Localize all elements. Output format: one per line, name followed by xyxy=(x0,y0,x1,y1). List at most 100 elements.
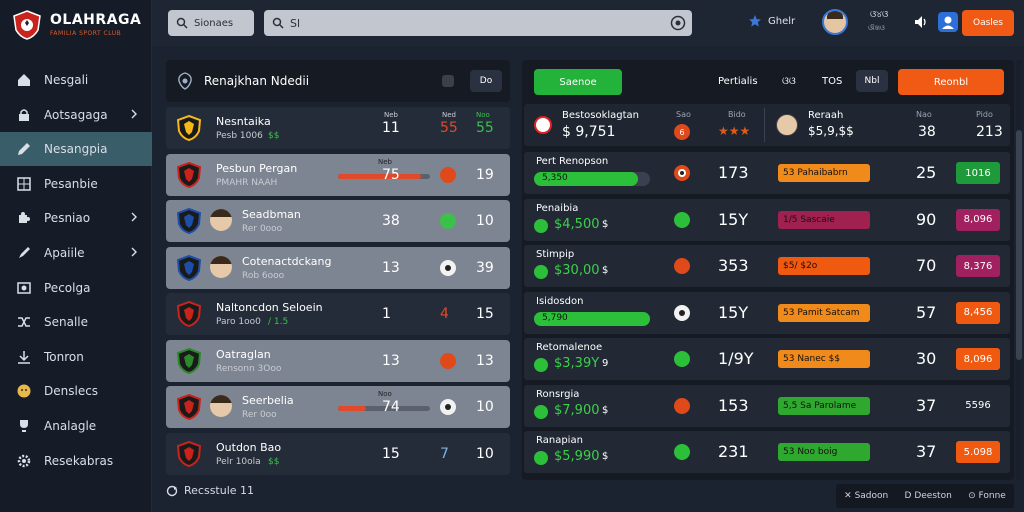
match-title: Penaibia xyxy=(536,202,579,214)
match-progress-bar xyxy=(534,172,650,186)
standings-row[interactable]: Seadbman Rer 0ooo 38 10 xyxy=(166,200,510,242)
bottom-bar: ✕ Sadoon D Deeston ⊙ Fonne xyxy=(836,484,1014,508)
standings-row[interactable]: Seerbelia Rer 0oo Noo 74 10 xyxy=(166,386,510,428)
gear-icon xyxy=(17,454,31,467)
match-tag-label: 53 Pamit Satcam xyxy=(783,307,860,318)
match-odds-label: 5596 xyxy=(965,400,991,411)
star-icon[interactable] xyxy=(748,14,762,28)
user-avatar[interactable] xyxy=(822,9,848,35)
profile-icon[interactable] xyxy=(938,12,958,32)
scrollbar[interactable] xyxy=(1016,60,1022,480)
standings-row[interactable]: Cotenactdckang Rob 6ooo 13 39 xyxy=(166,246,510,289)
standings-row[interactable]: Oatraglan Rensonn 3Ooo 13 13 xyxy=(166,339,510,382)
featured-right-sub: $5,9,$$ xyxy=(808,124,854,138)
match-progress-fill xyxy=(534,172,639,186)
match-odds-badge[interactable]: 8,376 xyxy=(956,255,1000,277)
top-link[interactable]: Ghelr xyxy=(768,16,796,27)
primary-action-button[interactable]: Oasles xyxy=(962,10,1014,36)
team-subtitle: PMAHR NAAH xyxy=(216,177,278,188)
standings-row[interactable]: Outdon Bao Pelr 10ola $$ 15 7 10 xyxy=(166,432,510,475)
match-tag[interactable]: 53 Noo boig xyxy=(778,443,870,461)
bottom-action-a[interactable]: ✕ Sadoon xyxy=(844,491,889,501)
sidebar-item-aotsagaga[interactable]: Aotsagaga xyxy=(0,98,152,132)
standings-row[interactable]: Nesntaika Pesb 1006 $$ Neb Ned Noo 11 55 55 xyxy=(166,107,510,149)
match-row[interactable]: Ronsrgia $7,900 $153 5,5 Sa Parolame 37 5596 xyxy=(524,384,1010,427)
standings-toggle-button[interactable] xyxy=(442,75,454,87)
match-row[interactable]: Retomalenoe $3,39Y 9 1/9Y 53 Nanec $$ 30 8,096 xyxy=(524,338,1010,380)
standings-header: Renajkhan Ndedii Do xyxy=(166,60,510,102)
match-odds-badge[interactable]: 1016 xyxy=(956,162,1000,184)
sidebar-item-pesanbie[interactable]: Pesanbie xyxy=(0,167,152,201)
stat-secondary: 4 xyxy=(440,306,449,322)
brand-tagline: FAMILIA SPORT CLUB xyxy=(50,30,122,37)
sidebar-item-resekabras[interactable]: Resekabras xyxy=(0,444,152,478)
match-outcome-icon xyxy=(674,304,690,321)
match-tag[interactable]: 5,5 Sa Parolame xyxy=(778,396,870,415)
match-title: Ranapian xyxy=(536,435,583,446)
match-row[interactable]: Isidosdon 5,790 15Y 53 Pamit Satcam 57 8,456 xyxy=(524,291,1010,334)
sidebar-item-label: Aotsagaga xyxy=(44,107,108,122)
sidebar-item-analagle[interactable]: Analagle xyxy=(0,409,152,443)
chevron-right-icon[interactable] xyxy=(128,246,140,258)
team-crest-icon xyxy=(176,394,202,420)
sidebar-item-senalle[interactable]: Senalle xyxy=(0,305,152,339)
match-row[interactable]: Stimpip $30,00 $353 $5/ $2o 70 8,376 xyxy=(524,245,1010,287)
match-row[interactable]: Ranapian $5,990 $231 53 Noo boig 37 5.098 xyxy=(524,431,1010,473)
chevron-right-icon[interactable] xyxy=(128,108,140,120)
bottom-action-c[interactable]: ⊙ Fonne xyxy=(968,491,1006,501)
team-name: Cotenactdckang xyxy=(242,254,332,268)
tab-portals[interactable]: Pertialis xyxy=(718,76,758,87)
user-stat-top: ଓ୪ଓ xyxy=(870,10,889,20)
col-label-a: Neb xyxy=(384,111,398,119)
featured-match-row[interactable]: Bestosoklagtan $ 9,751 Sao 6 Bido ★★★ Re… xyxy=(524,104,1010,146)
sidebar-item-apaiile[interactable]: Apaiile xyxy=(0,236,152,270)
status-icon xyxy=(440,399,456,415)
match-tag[interactable]: 53 Pahaibabrn xyxy=(778,164,870,182)
stat-total: 39 xyxy=(476,259,494,276)
match-odds-badge[interactable]: 5.098 xyxy=(956,441,1000,463)
tab-tos[interactable]: TOS xyxy=(822,76,843,87)
scrollbar-thumb[interactable] xyxy=(1016,130,1022,360)
primary-action-label: Oasles xyxy=(972,18,1003,28)
match-tag[interactable]: 53 Pamit Satcam xyxy=(778,303,870,322)
match-odds-badge[interactable]: 8,456 xyxy=(956,301,1000,324)
sidebar-item-nesangpia[interactable]: Nesangpia xyxy=(0,132,152,167)
sidebar-item-denslecs[interactable]: Denslecs xyxy=(0,374,152,408)
tab-green[interactable]: Saenoe xyxy=(534,69,622,95)
standings-tab[interactable]: Do xyxy=(470,70,502,92)
sidebar-item-nesgali[interactable]: Nesgali xyxy=(0,63,152,97)
clear-search-icon[interactable] xyxy=(670,15,686,31)
match-value: $30,00 xyxy=(554,263,600,278)
standings-footer[interactable]: Recsstule 11 xyxy=(166,484,254,497)
matches-tabs: Saenoe Pertialis ଓଓ TOS Nbl Reonbl xyxy=(522,60,1014,104)
match-row[interactable]: Pert Renopson 5,350 173 53 Pahaibabrn 25 1016 xyxy=(524,152,1010,194)
match-odds-badge[interactable]: 8,096 xyxy=(956,208,1000,231)
sidebar-item-tonron[interactable]: Tonron xyxy=(0,340,152,374)
match-tag[interactable]: 53 Nanec $$ xyxy=(778,350,870,368)
sidebar-item-pecolga[interactable]: Pecolga xyxy=(0,271,152,305)
standings-row[interactable]: Naltoncdon Seloein Paro 1oo0 / 1.5 1 4 15 xyxy=(166,293,510,335)
brand-logo[interactable]: OLAHRAGA FAMILIA SPORT CLUB xyxy=(10,8,150,42)
match-count: 353 xyxy=(718,256,749,275)
sound-icon[interactable] xyxy=(914,15,928,29)
search-scope-button[interactable]: Sionaes xyxy=(168,10,254,36)
match-row[interactable]: Penaibia $4,500 $15Y 1/5 Sascaie 90 8,096 xyxy=(524,198,1010,241)
match-odds-badge[interactable]: 5596 xyxy=(956,394,1000,417)
tab-orange[interactable]: Reonbl xyxy=(898,69,1004,95)
match-tag[interactable]: $5/ $2o xyxy=(778,257,870,275)
sidebar-item-pesniao[interactable]: Pesniao xyxy=(0,201,152,235)
tab-nbl[interactable]: Nbl xyxy=(856,70,888,92)
team-subtitle-extra: / 1.5 xyxy=(268,317,289,327)
search-input[interactable]: Sl xyxy=(264,10,692,36)
standings-row[interactable]: Pesbun Pergan PMAHR NAAH Neb 75 19 xyxy=(166,153,510,196)
team-subtitle: Rob 6ooo xyxy=(242,270,285,281)
match-odds-badge[interactable]: 8,096 xyxy=(956,348,1000,370)
bottom-action-b[interactable]: D Deeston xyxy=(904,491,952,501)
match-value: $3,39Y xyxy=(554,356,600,371)
pen-icon xyxy=(19,247,30,258)
player-avatar xyxy=(776,114,798,136)
chevron-right-icon[interactable] xyxy=(128,211,140,223)
stat-primary: 38 xyxy=(382,213,400,229)
match-tag[interactable]: 1/5 Sascaie xyxy=(778,210,870,229)
tab-second[interactable]: ଓଓ xyxy=(782,76,796,87)
